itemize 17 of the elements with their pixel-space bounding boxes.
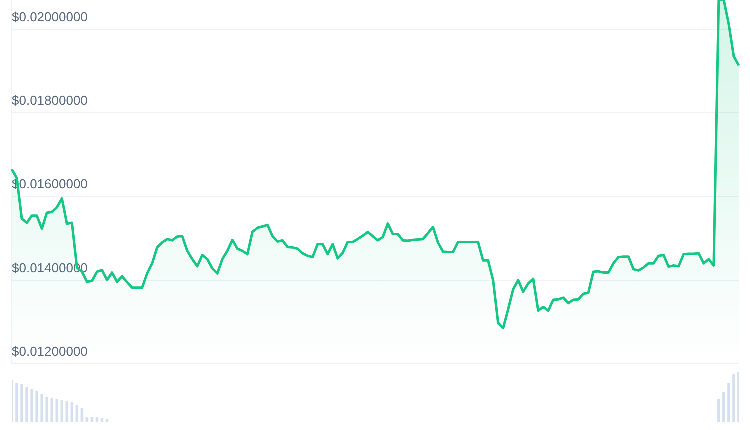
bar [40,394,44,422]
y-tick-label: $0.01200000 [12,344,88,360]
bar [732,374,736,422]
bar [50,398,54,422]
bar [20,384,24,422]
bar [722,392,726,422]
bar [36,391,38,422]
bar [80,408,84,422]
bar [46,397,48,422]
y-tick-label: $0.01800000 [12,93,88,108]
bar [728,383,730,422]
bar [718,400,720,422]
bar [100,418,104,422]
bar [16,383,18,422]
bar [30,389,34,422]
y-tick-label: $0.02000000 [12,9,88,24]
bar [26,387,28,422]
